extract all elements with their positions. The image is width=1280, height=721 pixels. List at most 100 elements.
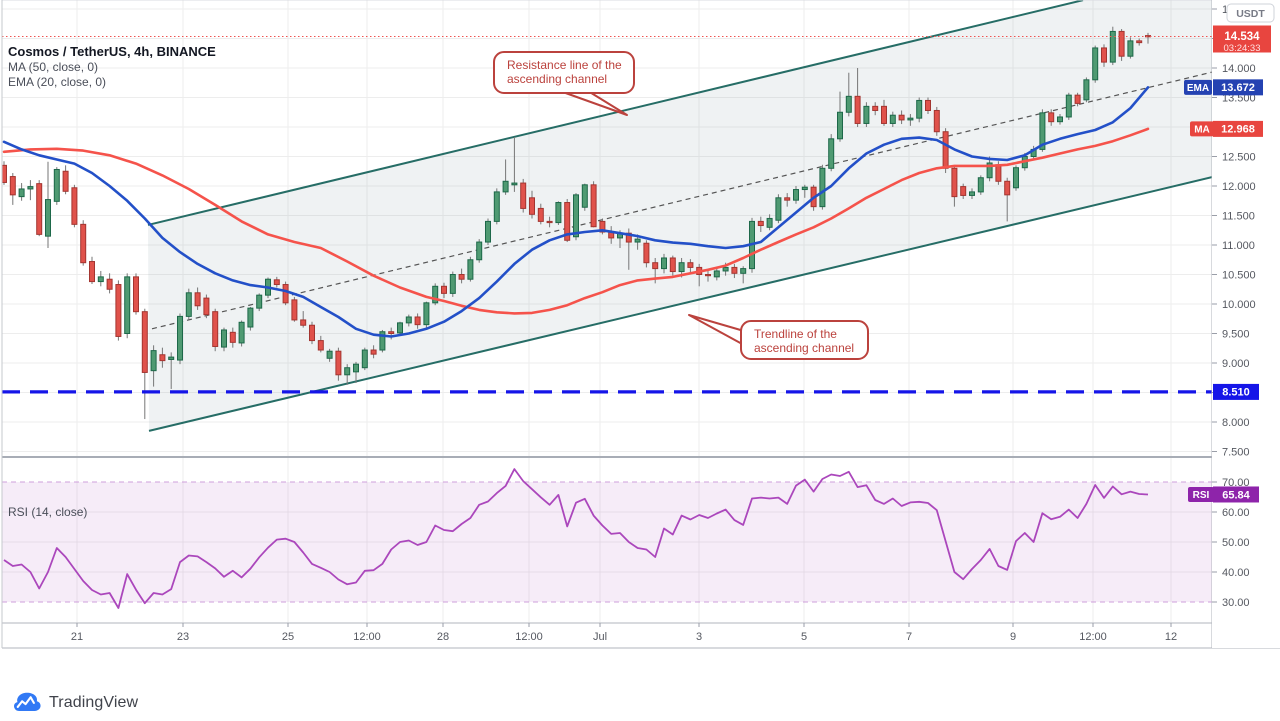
candle[interactable] [449,271,456,297]
candle[interactable] [907,114,914,126]
candle[interactable] [713,267,720,281]
candle[interactable] [986,156,993,182]
candle[interactable] [335,347,342,381]
candle[interactable] [185,288,192,320]
candle[interactable] [1092,45,1099,83]
candle[interactable] [863,102,870,127]
candle[interactable] [36,180,43,237]
candle[interactable] [441,282,447,299]
candle[interactable] [80,220,87,266]
candle[interactable] [238,320,245,347]
legend-symbol-title[interactable]: Cosmos / TetherUS, 4h, BINANCE [8,44,216,59]
candle[interactable] [555,201,562,225]
candle[interactable] [229,327,236,348]
candle[interactable] [221,327,227,352]
candle[interactable] [757,216,764,233]
candle[interactable] [493,188,500,225]
candle[interactable] [344,364,351,385]
candle[interactable] [89,256,95,284]
candle[interactable] [62,165,69,195]
candle[interactable] [247,306,254,331]
candle[interactable] [1057,114,1063,125]
candle[interactable] [687,259,694,274]
candle[interactable] [194,287,201,310]
candle[interactable] [71,184,78,228]
candle[interactable] [1074,92,1081,107]
candle[interactable] [458,268,465,284]
candle[interactable] [291,296,298,322]
candle[interactable] [141,308,148,420]
candle[interactable] [326,348,333,362]
candle[interactable] [661,253,667,274]
ma-chip[interactable]: MA [1190,121,1214,137]
candle[interactable] [1101,44,1107,67]
candle[interactable] [898,110,905,125]
candle[interactable] [115,280,122,341]
candle[interactable] [300,311,307,328]
candle[interactable] [150,345,157,387]
candle[interactable] [1118,29,1125,61]
candle[interactable] [1109,26,1116,66]
candle[interactable] [969,188,975,199]
candle[interactable] [212,308,219,352]
candle[interactable] [740,266,747,284]
candle[interactable] [97,270,104,287]
candle[interactable] [916,97,923,123]
candle[interactable] [801,184,808,198]
candle[interactable] [1048,109,1055,126]
rsi-legend[interactable]: RSI (14, close) [8,505,88,519]
candle[interactable] [159,347,166,368]
candle[interactable] [361,347,368,371]
candle[interactable] [168,352,175,389]
candle[interactable] [45,161,51,248]
candle[interactable] [485,218,491,245]
candle[interactable] [960,183,967,199]
candle[interactable] [599,218,606,235]
candle[interactable] [590,181,597,228]
candle[interactable] [731,263,738,279]
candle[interactable] [581,183,588,211]
candle[interactable] [133,273,139,315]
candle[interactable] [309,321,315,345]
candle[interactable] [766,214,773,231]
candle[interactable] [177,313,183,365]
candle[interactable] [1127,37,1134,59]
candle[interactable] [317,335,324,353]
candle[interactable] [405,314,412,327]
candle[interactable] [845,72,852,117]
candle[interactable] [27,180,34,201]
candle[interactable] [775,194,782,224]
candle[interactable] [546,216,553,228]
candle[interactable] [502,159,509,195]
candle[interactable] [476,239,483,263]
candle[interactable] [881,99,887,126]
candle[interactable] [925,97,931,115]
legend-ema20[interactable]: EMA (20, close, 0) [8,75,107,89]
candle[interactable] [379,329,386,353]
candle[interactable] [837,91,843,142]
candle[interactable] [124,273,131,339]
ema-chip[interactable]: EMA [1184,79,1212,95]
candle[interactable] [669,255,676,276]
price-axis[interactable] [1212,0,1280,648]
legend-ma50[interactable]: MA (50, close, 0) [8,60,99,74]
candle[interactable] [854,68,861,127]
candle[interactable] [2,161,7,185]
candle[interactable] [529,190,535,219]
candle[interactable] [793,186,799,204]
candle[interactable] [353,361,359,384]
candle[interactable] [1065,92,1072,120]
candle[interactable] [889,111,896,127]
candle[interactable] [370,345,377,359]
candle[interactable] [414,313,421,329]
candle[interactable] [432,283,439,306]
candle[interactable] [872,102,879,116]
candle[interactable] [273,276,280,288]
candle[interactable] [511,137,518,192]
candle[interactable] [520,178,527,213]
candle[interactable] [1004,177,1011,222]
rsi-pane[interactable] [2,457,1212,623]
candle[interactable] [1136,38,1143,46]
candle[interactable] [9,173,16,205]
